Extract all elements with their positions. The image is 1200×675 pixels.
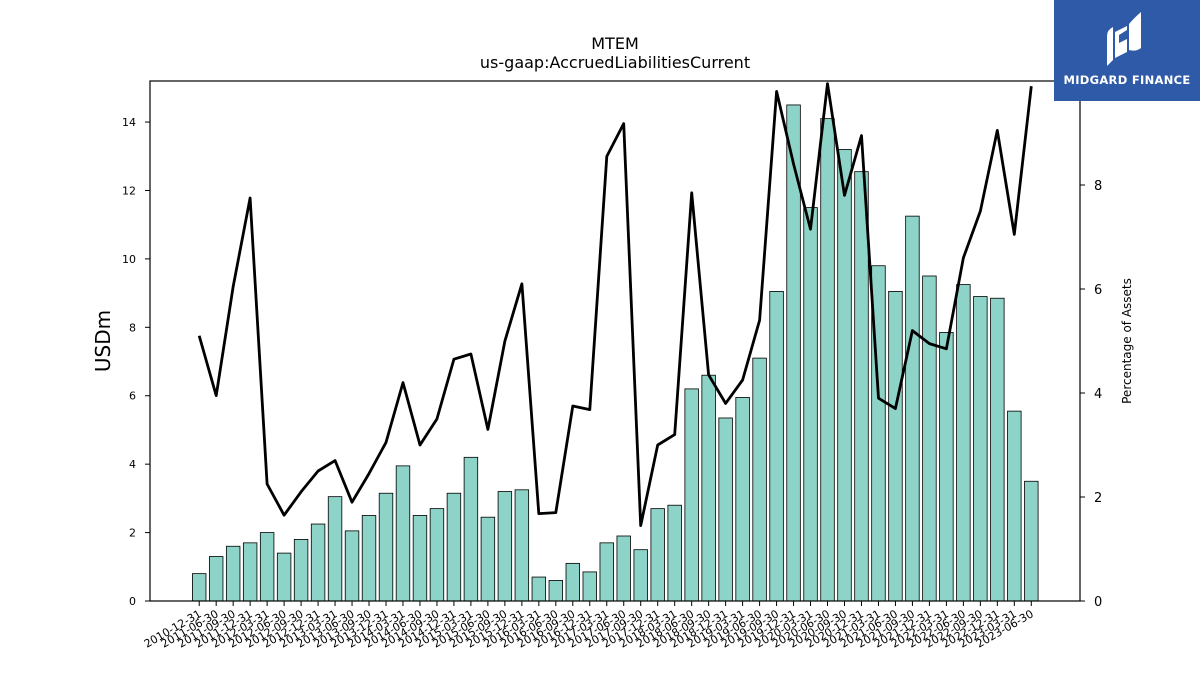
bar	[854, 171, 869, 602]
bar	[412, 515, 428, 602]
y-tick-label: 4	[129, 458, 136, 471]
bar	[650, 508, 665, 602]
bar	[565, 562, 580, 602]
bar	[735, 397, 750, 602]
bar	[480, 516, 496, 602]
y2-axis-label: Percentage of Assets	[1120, 278, 1134, 404]
bar	[956, 284, 971, 602]
y-axis-left: 0 2 4 6 8 10 12 14	[122, 116, 150, 608]
bar	[395, 465, 411, 602]
y2-tick-label: 4	[1094, 387, 1102, 402]
bar	[633, 549, 648, 602]
bar	[497, 491, 513, 602]
y-tick-label: 0	[129, 595, 136, 608]
bar-series	[192, 104, 1039, 602]
bar	[667, 504, 682, 602]
bar	[259, 532, 275, 602]
bar	[192, 573, 207, 602]
bar	[378, 492, 394, 602]
plot-frame	[149, 80, 1081, 602]
bar	[905, 215, 920, 602]
bar	[616, 535, 631, 602]
bar	[429, 508, 445, 602]
bar	[1024, 480, 1039, 602]
bar	[701, 374, 716, 602]
y-tick-label: 8	[129, 321, 136, 334]
y2-tick-label: 6	[1094, 283, 1102, 298]
bar	[225, 545, 241, 602]
y-axis-label: USDm	[91, 310, 115, 372]
bar	[514, 489, 530, 602]
bar	[463, 456, 479, 602]
bar	[293, 539, 309, 602]
bar	[582, 571, 597, 602]
bar	[769, 290, 784, 602]
bar	[888, 290, 903, 602]
bar	[344, 530, 360, 602]
bar	[446, 492, 462, 602]
bar	[973, 296, 988, 602]
bar	[820, 118, 835, 602]
bar	[599, 542, 614, 602]
y2-tick-label: 8	[1094, 179, 1102, 194]
bar	[939, 332, 954, 602]
chart-subtitle: us-gaap:AccruedLiabilitiesCurrent	[480, 53, 750, 72]
line-path	[197, 82, 1033, 527]
bar	[684, 388, 699, 602]
bar	[208, 556, 224, 602]
bar	[1007, 410, 1022, 602]
bar	[361, 515, 377, 602]
bar	[242, 542, 258, 602]
y-tick-label: 10	[122, 253, 136, 266]
y-tick-label: 14	[122, 116, 136, 129]
y2-tick-label: 2	[1094, 491, 1102, 506]
bar	[718, 417, 733, 602]
bar	[990, 297, 1005, 602]
chart-title: MTEM	[591, 34, 639, 53]
bar	[531, 576, 547, 602]
brand-logo: MIDGARD FINANCE	[1054, 0, 1200, 101]
line-series	[197, 82, 1033, 527]
midgard-logo-icon	[1107, 12, 1141, 66]
y-tick-label: 12	[122, 184, 136, 197]
bar	[276, 552, 292, 602]
y2-tick-label: 0	[1094, 595, 1102, 610]
bar	[548, 580, 564, 602]
y-tick-label: 6	[129, 390, 136, 403]
x-axis: 2010-12-312011-06-302011-09-302011-12-31…	[142, 601, 1036, 651]
bar	[922, 275, 937, 602]
bar	[803, 207, 818, 602]
bar	[752, 357, 767, 602]
brand-name: MIDGARD FINANCE	[1063, 73, 1191, 87]
bar	[327, 496, 343, 602]
bar	[310, 523, 326, 602]
bar	[837, 149, 852, 602]
y-tick-label: 2	[129, 527, 136, 540]
